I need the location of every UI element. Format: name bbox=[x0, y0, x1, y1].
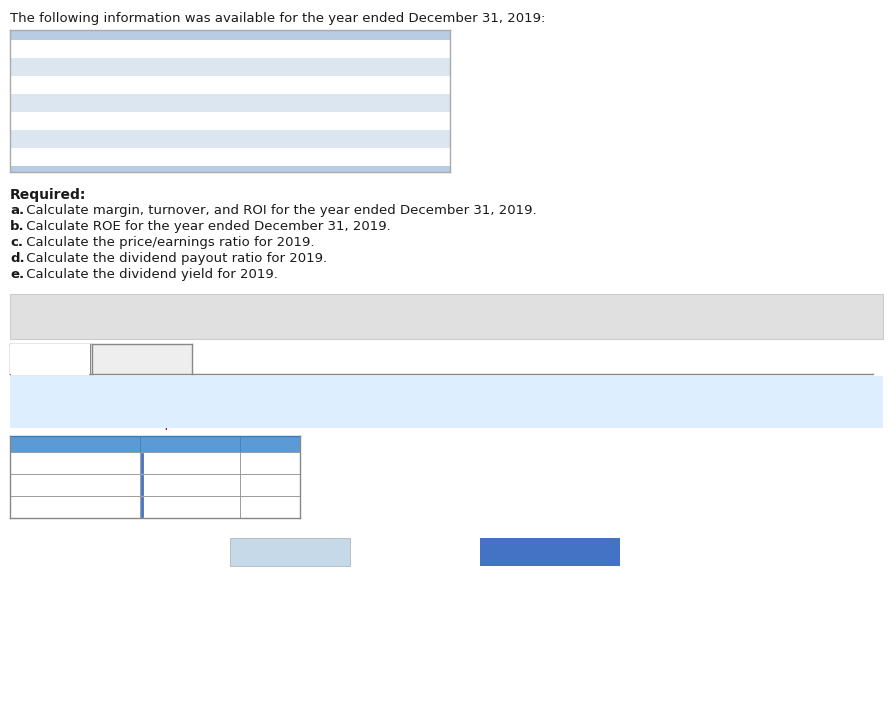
Text: Calculate the dividend yield for 2019.: Calculate the dividend yield for 2019. bbox=[22, 268, 278, 281]
Text: Req B to E: Req B to E bbox=[110, 352, 174, 365]
Text: Calculate margin, turnover, and ROI for the year ended December 31, 2019.: Calculate margin, turnover, and ROI for … bbox=[22, 204, 537, 217]
Text: Average total assets: Average total assets bbox=[18, 79, 161, 92]
Text: Calculate ROE for the year ended December 31, 2019.: Calculate ROE for the year ended Decembe… bbox=[22, 220, 391, 233]
Text: Market price per share at year-end: Market price per share at year-end bbox=[18, 151, 260, 164]
Text: Dividends per share: Dividends per share bbox=[18, 115, 154, 128]
Text: Calculate margin, turnover, and ROI for the year ended December 31, 2019.: Calculate margin, turnover, and ROI for … bbox=[18, 386, 529, 399]
Text: Net income: Net income bbox=[18, 61, 89, 74]
Text: Turnover: Turnover bbox=[15, 478, 70, 491]
Text: b.: b. bbox=[10, 220, 25, 233]
Text: <  Req A: < Req A bbox=[261, 544, 319, 557]
Text: ROI: ROI bbox=[15, 500, 38, 513]
Text: $600,000: $600,000 bbox=[385, 43, 442, 56]
Text: Margin: Margin bbox=[15, 456, 58, 469]
Text: Req B to E  >: Req B to E > bbox=[505, 544, 594, 557]
Text: %: % bbox=[244, 500, 256, 513]
Text: 400,000: 400,000 bbox=[392, 97, 442, 110]
Text: Complete this question by entering your answers in the tabs below.: Complete this question by entering your … bbox=[22, 308, 530, 321]
Text: Earnings per share: Earnings per share bbox=[18, 133, 146, 146]
Text: Calculate the price/earnings ratio for 2019.: Calculate the price/earnings ratio for 2… bbox=[22, 236, 314, 249]
Text: times: times bbox=[244, 478, 279, 491]
Text: The following information was available for the year ended December 31, 2019:: The following information was available … bbox=[10, 12, 546, 25]
Text: Average total stockholders' equity: Average total stockholders' equity bbox=[18, 97, 260, 110]
Text: Req A: Req A bbox=[32, 352, 68, 365]
Text: (Round your intermediate calculations and final
answers to 2 decimal places.): (Round your intermediate calculations an… bbox=[18, 402, 336, 430]
Text: d.: d. bbox=[10, 252, 25, 265]
Text: Required:: Required: bbox=[10, 188, 87, 202]
Text: Calculate the dividend payout ratio for 2019.: Calculate the dividend payout ratio for … bbox=[22, 252, 327, 265]
Text: %: % bbox=[244, 456, 256, 469]
Text: 900,000: 900,000 bbox=[392, 79, 442, 92]
Text: a.: a. bbox=[10, 204, 24, 217]
Text: c.: c. bbox=[10, 236, 23, 249]
Text: 1.40: 1.40 bbox=[413, 115, 442, 128]
Text: Sales: Sales bbox=[18, 43, 54, 56]
Text: 29.70: 29.70 bbox=[406, 151, 442, 164]
Text: e.: e. bbox=[10, 268, 24, 281]
Text: 85,600: 85,600 bbox=[399, 61, 442, 74]
Text: 3.00: 3.00 bbox=[413, 133, 442, 146]
